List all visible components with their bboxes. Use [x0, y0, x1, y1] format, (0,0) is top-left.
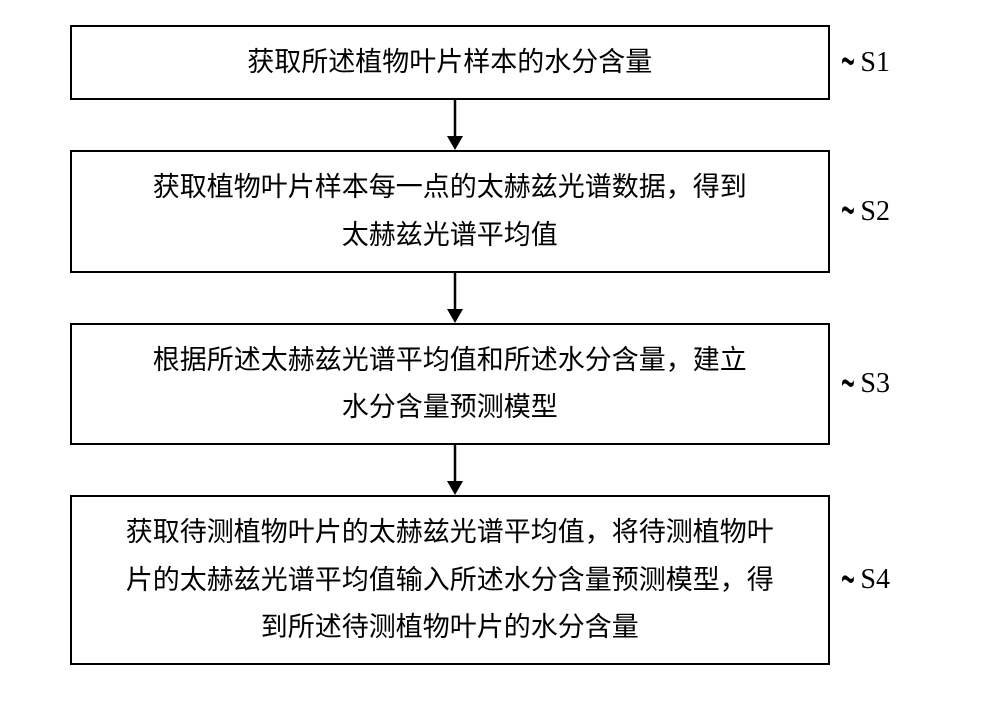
label-area-s2: ~ S2 — [838, 192, 890, 231]
arrow-s1-s2 — [70, 100, 840, 150]
arrow-s2-s3 — [70, 273, 840, 323]
step-box-s1: 获取所述植物叶片样本的水分含量 — [70, 25, 830, 100]
step-label-s2: S2 — [860, 196, 890, 228]
label-area-s1: ~ S1 — [838, 43, 890, 82]
step-row-s1: 获取所述植物叶片样本的水分含量 ~ S1 — [70, 25, 890, 100]
step-text-s2: 获取植物叶片样本每一点的太赫兹光谱数据，得到 太赫兹光谱平均值 — [153, 164, 747, 259]
step-row-s4: 获取待测植物叶片的太赫兹光谱平均值，将待测植物叶 片的太赫兹光谱平均值输入所述水… — [70, 495, 890, 665]
step-text-s3: 根据所述太赫兹光谱平均值和所述水分含量，建立 水分含量预测模型 — [153, 337, 747, 432]
label-area-s3: ~ S3 — [838, 365, 890, 404]
step-label-s3: S3 — [860, 368, 890, 400]
step-box-s2: 获取植物叶片样本每一点的太赫兹光谱数据，得到 太赫兹光谱平均值 — [70, 150, 830, 273]
step-text-s4: 获取待测植物叶片的太赫兹光谱平均值，将待测植物叶 片的太赫兹光谱平均值输入所述水… — [126, 509, 774, 651]
step-row-s2: 获取植物叶片样本每一点的太赫兹光谱数据，得到 太赫兹光谱平均值 ~ S2 — [70, 150, 890, 273]
label-area-s4: ~ S4 — [838, 561, 890, 600]
arrow-s3-s4 — [70, 445, 840, 495]
step-label-s1: S1 — [860, 47, 890, 79]
tilde-icon: ~ — [841, 545, 855, 615]
flowchart-container: 获取所述植物叶片样本的水分含量 ~ S1 获取植物叶片样本每一点的太赫兹光谱数据… — [70, 25, 890, 665]
step-box-s3: 根据所述太赫兹光谱平均值和所述水分含量，建立 水分含量预测模型 — [70, 323, 830, 446]
tilde-icon: ~ — [841, 176, 855, 246]
step-text-s1: 获取所述植物叶片样本的水分含量 — [247, 39, 652, 86]
step-row-s3: 根据所述太赫兹光谱平均值和所述水分含量，建立 水分含量预测模型 ~ S3 — [70, 323, 890, 446]
tilde-icon: ~ — [841, 28, 855, 98]
step-box-s4: 获取待测植物叶片的太赫兹光谱平均值，将待测植物叶 片的太赫兹光谱平均值输入所述水… — [70, 495, 830, 665]
tilde-icon: ~ — [841, 349, 855, 419]
step-label-s4: S4 — [860, 564, 890, 596]
